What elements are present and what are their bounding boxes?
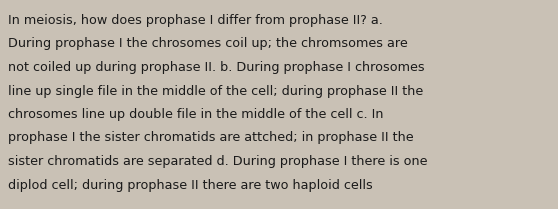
Text: not coiled up during prophase II. b. During prophase I chrosomes: not coiled up during prophase II. b. Dur…: [8, 61, 425, 74]
Text: In meiosis, how does prophase I differ from prophase II? a.: In meiosis, how does prophase I differ f…: [8, 14, 383, 27]
Text: chrosomes line up double file in the middle of the cell c. In: chrosomes line up double file in the mid…: [8, 108, 383, 121]
Text: prophase I the sister chromatids are attched; in prophase II the: prophase I the sister chromatids are att…: [8, 131, 413, 144]
Text: line up single file in the middle of the cell; during prophase II the: line up single file in the middle of the…: [8, 84, 424, 98]
Text: During prophase I the chrosomes coil up; the chromsomes are: During prophase I the chrosomes coil up;…: [8, 37, 408, 51]
Text: sister chromatids are separated d. During prophase I there is one: sister chromatids are separated d. Durin…: [8, 155, 427, 168]
Text: diplod cell; during prophase II there are two haploid cells: diplod cell; during prophase II there ar…: [8, 178, 373, 191]
